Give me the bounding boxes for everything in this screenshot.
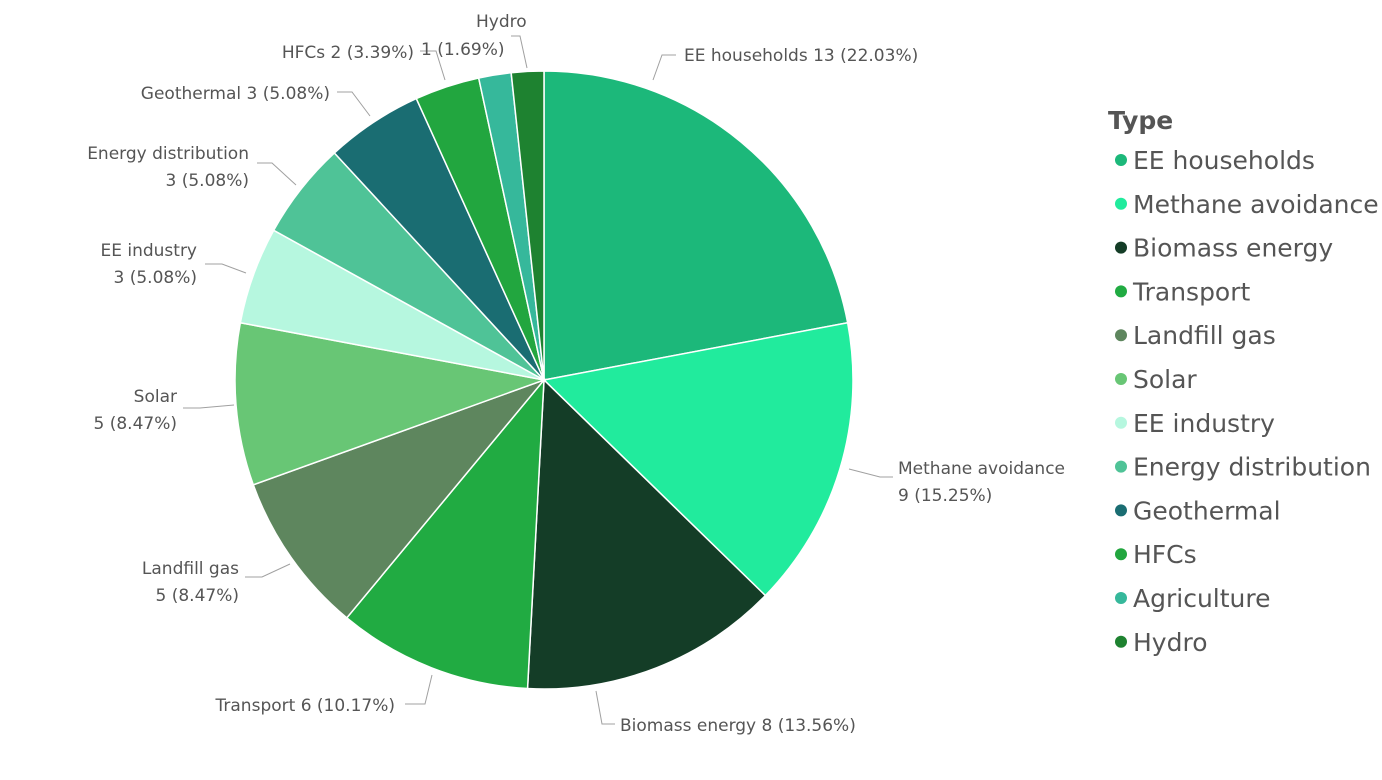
legend-label: EE households bbox=[1133, 146, 1315, 175]
data-label-line: EE households 13 (22.03%) bbox=[684, 46, 918, 66]
data-label-line: 3 (5.08%) bbox=[166, 171, 250, 191]
leader-lines bbox=[183, 35, 893, 725]
legend-title: Type bbox=[1108, 106, 1173, 135]
legend-marker bbox=[1115, 635, 1127, 648]
data-label-geothermal: Geothermal 3 (5.08%) bbox=[141, 84, 330, 104]
data-label-line: EE industry bbox=[100, 241, 197, 261]
data-label-line: Landfill gas bbox=[142, 559, 239, 579]
legend-marker bbox=[1115, 548, 1127, 561]
legend-label: Transport bbox=[1132, 277, 1251, 306]
legend-item-hydro: Hydro bbox=[1115, 628, 1208, 657]
legend-item-methane-avoidance: Methane avoidance bbox=[1115, 190, 1379, 219]
legend-label: HFCs bbox=[1133, 540, 1197, 569]
legend-item-ee-households: EE households bbox=[1115, 146, 1315, 175]
data-label-methane-avoidance: Methane avoidance 9 (15.25%) bbox=[898, 459, 1065, 506]
legend-marker bbox=[1115, 460, 1127, 473]
data-label-line: HFCs 2 (3.39%) bbox=[282, 43, 414, 63]
leader-line-hydro bbox=[511, 35, 528, 69]
pie-slice-biomass-energy bbox=[526, 378, 767, 690]
legend-label: Hydro bbox=[1133, 628, 1208, 657]
leader-line-hfcs bbox=[420, 50, 446, 81]
legend-label: Landfill gas bbox=[1133, 321, 1276, 350]
leader-line-methane-avoidance bbox=[848, 468, 893, 478]
data-label-biomass-energy: Biomass energy 8 (13.56%) bbox=[620, 716, 856, 736]
data-label-hydro: Hydro bbox=[476, 12, 527, 32]
pie-slice-solar bbox=[234, 321, 547, 486]
legend-marker bbox=[1115, 329, 1127, 342]
data-label-landfill-gas: Landfill gas 5 (8.47%) bbox=[142, 559, 239, 606]
leader-line-solar bbox=[183, 404, 235, 409]
data-label-solar: Solar 5 (8.47%) bbox=[94, 387, 178, 434]
data-label-ee-industry: EE industry 3 (5.08%) bbox=[100, 241, 197, 288]
pie-slice-hydro bbox=[510, 70, 545, 381]
legend-item-energy-distribution: Energy distribution bbox=[1115, 453, 1371, 482]
pie-slices bbox=[234, 70, 854, 690]
legend-marker bbox=[1115, 416, 1127, 429]
legend-item-hfcs: HFCs bbox=[1115, 540, 1197, 569]
legend-label: Agriculture bbox=[1133, 584, 1271, 613]
legend-item-geothermal: Geothermal bbox=[1115, 496, 1281, 525]
data-label-hfcs: HFCs 2 (3.39%) bbox=[282, 43, 414, 63]
legend-marker bbox=[1115, 592, 1127, 604]
data-label-energy-distribution: Energy distribution 3 (5.08%) bbox=[87, 144, 249, 191]
legend-marker bbox=[1115, 504, 1127, 517]
leader-line-geothermal bbox=[337, 91, 371, 117]
data-label-ee-households: EE households 13 (22.03%) bbox=[684, 46, 918, 66]
legend-marker bbox=[1115, 197, 1127, 210]
data-label-transport: Transport 6 (10.17%) bbox=[215, 696, 395, 716]
legend-item-transport: Transport bbox=[1115, 277, 1251, 306]
legend: Type EE households Methane avoidance Bioma… bbox=[1108, 106, 1379, 657]
legend-marker bbox=[1115, 154, 1127, 166]
data-label-line: 5 (8.47%) bbox=[94, 414, 178, 434]
data-label-line: Biomass energy 8 (13.56%) bbox=[620, 716, 856, 736]
leader-line-ee-industry bbox=[205, 263, 247, 274]
data-label-line: Transport 6 (10.17%) bbox=[215, 696, 395, 716]
legend-item-agriculture: Agriculture bbox=[1115, 584, 1271, 613]
data-label-line: 3 (5.08%) bbox=[114, 268, 198, 288]
leader-line-transport bbox=[405, 674, 433, 705]
legend-item-solar: Solar bbox=[1115, 365, 1197, 394]
leader-line-ee-households bbox=[652, 54, 676, 81]
legend-marker bbox=[1115, 241, 1127, 254]
leader-line-landfill-gas bbox=[245, 563, 291, 578]
data-label-line: 5 (8.47%) bbox=[156, 586, 240, 606]
leader-line-biomass-energy bbox=[595, 690, 615, 725]
legend-label: Geothermal bbox=[1133, 496, 1281, 525]
legend-label: EE industry bbox=[1133, 409, 1275, 438]
pie-slice-landfill-gas bbox=[252, 378, 547, 619]
data-label-line: 9 (15.25%) bbox=[898, 486, 992, 506]
legend-label: Solar bbox=[1133, 365, 1197, 394]
legend-label: Energy distribution bbox=[1133, 453, 1371, 482]
pie-slice-ee-households bbox=[543, 70, 849, 381]
data-label-line: 1 (1.69%) bbox=[421, 40, 505, 60]
pie-slice-transport bbox=[345, 377, 545, 690]
legend-label: Biomass energy bbox=[1133, 234, 1333, 263]
legend-item-landfill-gas: Landfill gas bbox=[1115, 321, 1276, 350]
legend-marker bbox=[1115, 373, 1127, 385]
pie-slice-methane-avoidance bbox=[542, 321, 854, 597]
legend-item-ee-industry: EE industry bbox=[1115, 409, 1275, 438]
data-label-line: Hydro bbox=[476, 12, 527, 32]
data-label-line: Geothermal 3 (5.08%) bbox=[141, 84, 330, 104]
legend-items: EE households Methane avoidance Biomass en… bbox=[1115, 146, 1379, 657]
legend-marker bbox=[1115, 285, 1127, 298]
data-label-agriculture: 1 (1.69%) bbox=[421, 40, 505, 60]
legend-label: Methane avoidance bbox=[1133, 190, 1379, 219]
leader-line-energy-distribution bbox=[257, 162, 297, 186]
data-label-line: Energy distribution bbox=[87, 144, 249, 164]
data-labels: EE households 13 (22.03%) Methane avoidan… bbox=[87, 12, 1065, 736]
data-label-line: Methane avoidance bbox=[898, 459, 1065, 479]
data-label-line: Solar bbox=[134, 387, 177, 407]
legend-item-biomass-energy: Biomass energy bbox=[1115, 234, 1333, 263]
